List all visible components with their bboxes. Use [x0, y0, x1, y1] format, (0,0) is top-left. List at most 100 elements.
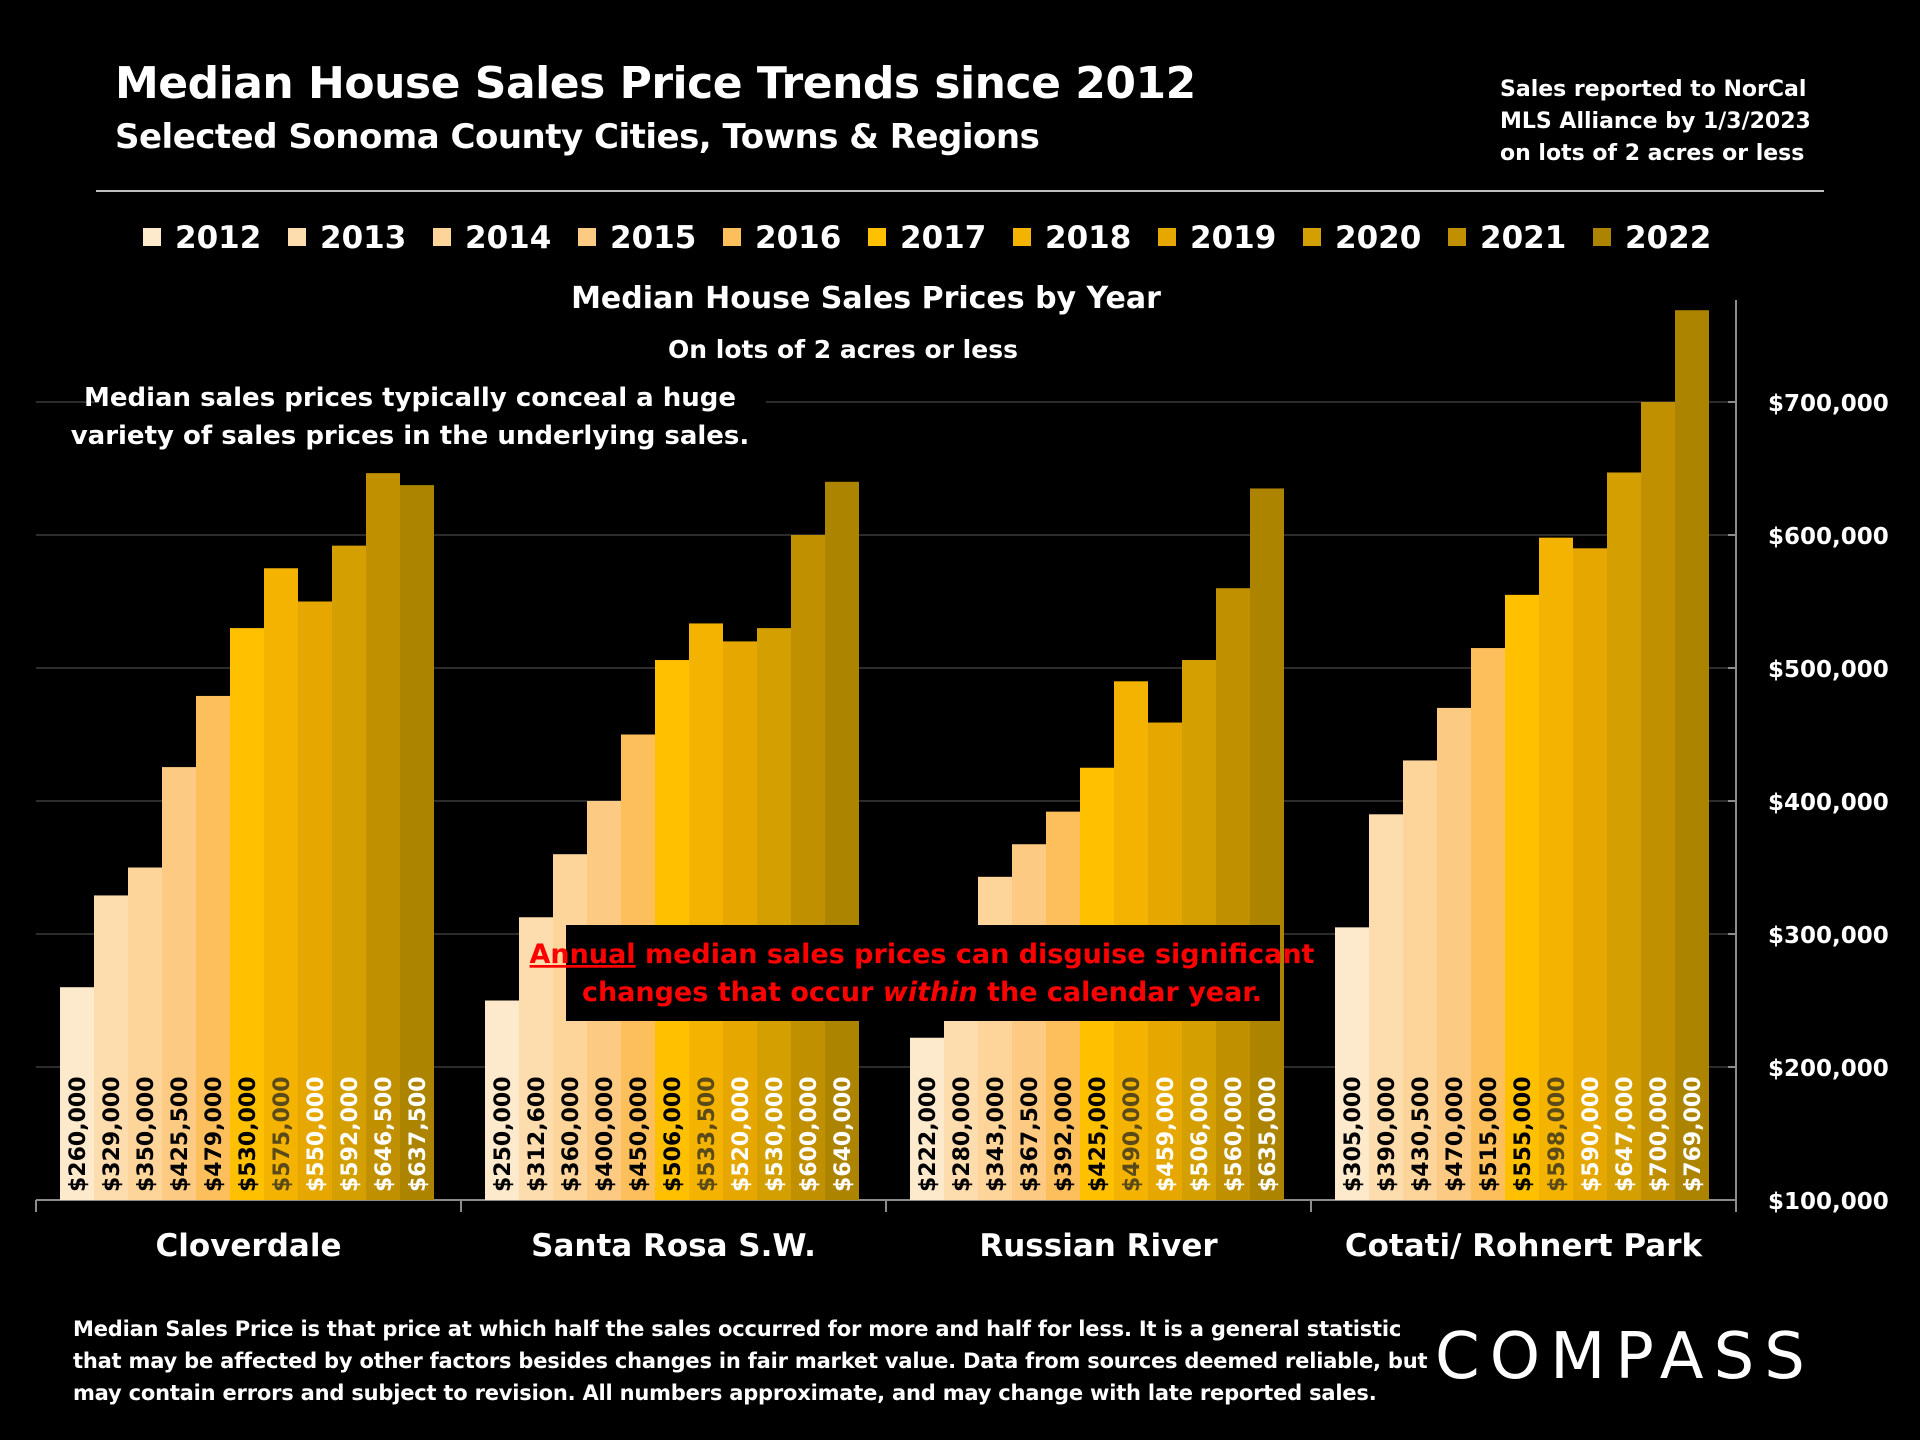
bar — [910, 1037, 944, 1200]
bar — [1403, 760, 1437, 1200]
bar — [264, 568, 298, 1200]
source-line: Sales reported to NorCal — [1500, 77, 1807, 102]
bar — [1369, 814, 1403, 1200]
bar-data-label: $312,600 — [525, 1076, 550, 1192]
bar — [1250, 488, 1284, 1200]
bar — [332, 545, 366, 1200]
legend-swatch — [578, 228, 596, 246]
annotation-box-line2: changes that occur within the calendar y… — [582, 977, 1262, 1008]
x-category-label: Cloverdale — [156, 1228, 342, 1264]
bar — [128, 867, 162, 1200]
x-category-label: Santa Rosa S.W. — [531, 1228, 816, 1264]
bar-data-label: $590,000 — [1579, 1076, 1604, 1192]
bar-data-label: $343,000 — [984, 1076, 1009, 1192]
bar-data-label: $530,000 — [236, 1076, 261, 1192]
legend-label: 2020 — [1335, 220, 1421, 256]
bar — [366, 473, 400, 1200]
bar-data-label: $280,000 — [950, 1076, 975, 1192]
legend-label: 2021 — [1480, 220, 1566, 256]
legend-swatch — [723, 228, 741, 246]
bar-data-label: $425,000 — [1086, 1076, 1111, 1192]
bar — [94, 895, 128, 1200]
legend-swatch — [1013, 228, 1031, 246]
bar-data-label: $646,500 — [372, 1076, 397, 1192]
bar — [1505, 594, 1539, 1200]
bar-data-label: $367,500 — [1018, 1076, 1043, 1192]
legend-swatch — [288, 228, 306, 246]
page-title: Median House Sales Price Trends since 20… — [115, 58, 1196, 109]
bar-data-label: $479,000 — [202, 1076, 227, 1192]
bar-data-label: $700,000 — [1647, 1076, 1672, 1192]
bar — [1573, 548, 1607, 1200]
source-line: on lots of 2 acres or less — [1500, 141, 1805, 166]
bar-data-label: $350,000 — [134, 1076, 159, 1192]
bar-data-label: $647,000 — [1613, 1076, 1638, 1192]
annotation-box — [566, 925, 1280, 1021]
legend-swatch — [1158, 228, 1176, 246]
legend-label: 2017 — [900, 220, 986, 256]
compass-logo: COMPASS — [1435, 1320, 1815, 1394]
bar-data-label: $305,000 — [1341, 1076, 1366, 1192]
legend-label: 2019 — [1190, 220, 1276, 256]
footnote-line: may contain errors and subject to revisi… — [73, 1381, 1377, 1405]
y-tick-label: $700,000 — [1768, 391, 1889, 417]
page-subtitle: Selected Sonoma County Cities, Towns & R… — [115, 117, 1040, 157]
source-line: MLS Alliance by 1/3/2023 — [1500, 109, 1811, 134]
bar-data-label: $329,000 — [100, 1076, 125, 1192]
footnote: Median Sales Price is that price at whic… — [73, 1313, 1428, 1409]
legend-label: 2012 — [175, 220, 261, 256]
bar-data-label: $560,000 — [1222, 1076, 1247, 1192]
bar-data-label: $392,000 — [1052, 1076, 1077, 1192]
bar — [1675, 310, 1709, 1201]
bar — [1607, 472, 1641, 1200]
y-tick-label: $600,000 — [1768, 524, 1889, 550]
bar-data-label: $635,000 — [1256, 1076, 1281, 1192]
bar — [1539, 537, 1573, 1200]
bar-data-label: $360,000 — [559, 1076, 584, 1192]
bar-data-label: $250,000 — [491, 1076, 516, 1192]
legend-swatch — [433, 228, 451, 246]
bar-data-label: $637,500 — [406, 1076, 431, 1192]
legend-label: 2016 — [755, 220, 841, 256]
bar-data-label: $450,000 — [627, 1076, 652, 1192]
bar-data-label: $515,000 — [1477, 1076, 1502, 1192]
bar — [825, 481, 859, 1200]
header-divider — [96, 190, 1824, 192]
bar-data-label: $390,000 — [1375, 1076, 1400, 1192]
legend-label: 2013 — [320, 220, 406, 256]
chart-subtitle: On lots of 2 acres or less — [668, 335, 1018, 364]
annotation-variety-line2: variety of sales prices in the underlyin… — [71, 421, 750, 451]
bar-data-label: $550,000 — [304, 1076, 329, 1192]
legend-label: 2014 — [465, 220, 551, 256]
annotation-underlined-word: Annual — [530, 939, 636, 970]
y-tick-label: $400,000 — [1768, 790, 1889, 816]
annotation-box-line1: Annual median sales prices can disguise … — [530, 939, 1315, 970]
bar-data-label: $490,000 — [1120, 1076, 1145, 1192]
chart-title: Median House Sales Prices by Year — [571, 281, 1161, 316]
bar-data-label: $640,000 — [831, 1076, 856, 1192]
bar-data-label: $555,000 — [1511, 1076, 1536, 1192]
bar-data-label: $470,000 — [1443, 1076, 1468, 1192]
footnote-line: Median Sales Price is that price at whic… — [73, 1317, 1402, 1341]
bar-data-label: $506,000 — [661, 1076, 686, 1192]
y-tick-label: $300,000 — [1768, 923, 1889, 949]
x-category-label: Cotati/ Rohnert Park — [1345, 1228, 1704, 1264]
legend-swatch — [1448, 228, 1466, 246]
legend-swatch — [1303, 228, 1321, 246]
bar-data-label: $530,000 — [763, 1076, 788, 1192]
footnote-line: that may be affected by other factors be… — [73, 1349, 1428, 1373]
bar — [60, 987, 94, 1200]
bar — [1216, 588, 1250, 1200]
annotation-backdrop — [96, 372, 766, 462]
bar-data-label: $598,000 — [1545, 1076, 1570, 1192]
annotation-variety-line1: Median sales prices typically conceal a … — [84, 383, 736, 413]
bar — [196, 695, 230, 1200]
bar-data-label: $425,500 — [168, 1076, 193, 1192]
bar — [162, 767, 196, 1200]
bar — [1471, 648, 1505, 1200]
bar — [689, 623, 723, 1200]
bar-data-label: $520,000 — [729, 1076, 754, 1192]
median-price-bar-chart: $100,000 $200,000 $300,000 $400,000 $500,000… — [35, 220, 1889, 1264]
bar-data-label: $533,500 — [695, 1076, 720, 1192]
bar — [1335, 927, 1369, 1200]
